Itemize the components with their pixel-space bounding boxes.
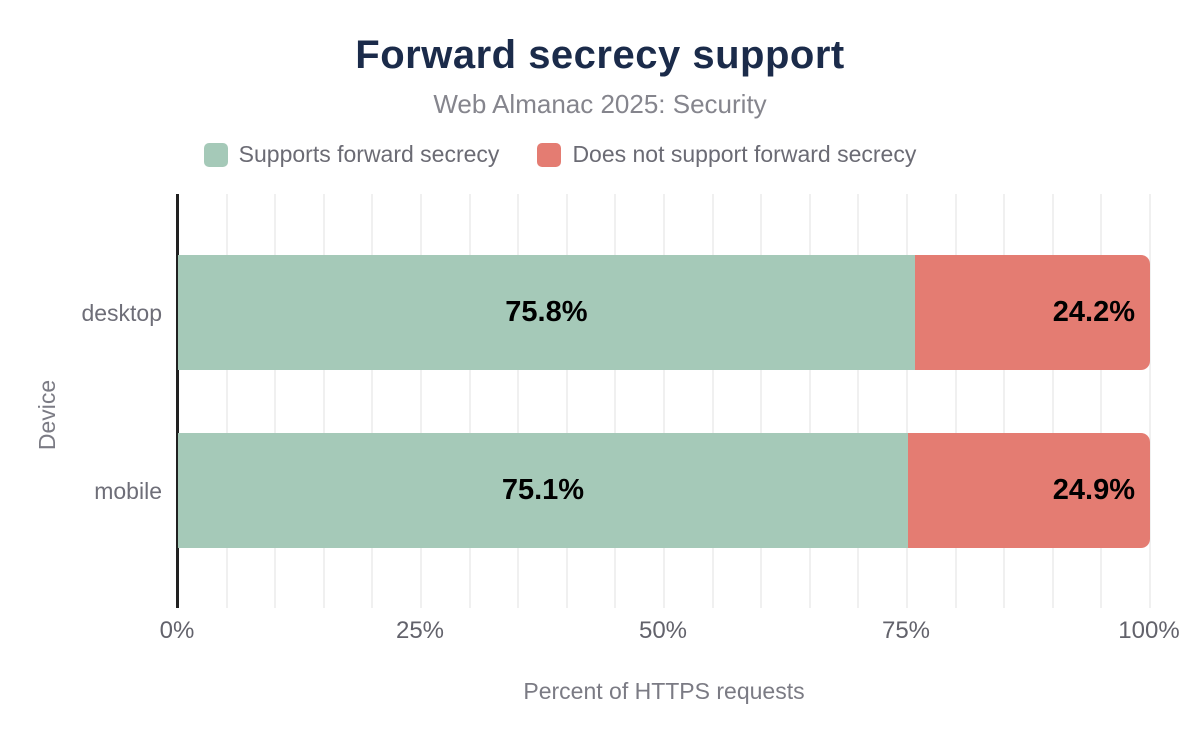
legend-label: Does not support forward secrecy [572,141,917,167]
gridline [954,194,957,608]
bar-segment-supports-desktop[interactable]: 75.8% [178,255,915,370]
gridline [1149,194,1151,608]
category-label-desktop: desktop [81,299,162,326]
x-tick-label-100: 100% [1118,617,1180,644]
bar-value-label: 75.8% [505,296,588,328]
gridline [322,194,325,608]
legend-item-supports[interactable]: Supports forward secrecy [203,141,500,168]
x-tick-label-50: 50% [638,617,688,644]
gridline [906,194,908,608]
bar-segment-not-supports-desktop[interactable]: 24.2% [914,255,1150,370]
legend: Supports forward secrecy Does not support… [0,141,1160,168]
bar-row-mobile: 75.1% 24.9% [178,433,1150,548]
gridline [1003,194,1006,608]
y-axis-line [176,194,179,608]
legend-swatch-supports [203,142,228,167]
gridline [857,194,860,608]
bar-value-label: 24.9% [1052,474,1135,506]
x-tick-label-75: 75% [881,617,931,644]
gridline [808,194,811,608]
legend-label: Supports forward secrecy [238,141,500,167]
gridline [1051,194,1054,608]
gridline [371,194,374,608]
bar-segment-not-supports-mobile[interactable]: 24.9% [907,433,1150,548]
gridline [274,194,277,608]
plot-area: 75.8% 24.2% 75.1% 24.9% [178,194,1151,608]
chart-title: Forward secrecy support [355,33,845,77]
bar-value-label: 75.1% [501,474,585,506]
legend-swatch-not-supports [537,142,562,167]
gridline [1100,194,1103,608]
gridline [565,194,568,608]
gridline [614,194,617,608]
x-tick-label-0: 0% [159,617,195,644]
x-axis-title: Percent of HTTPS requests [523,678,805,704]
gridline [517,194,520,608]
legend-item-not-supports[interactable]: Does not support forward secrecy [537,141,916,168]
gridline [760,194,763,608]
category-label-mobile: mobile [94,477,162,504]
bar-segment-supports-mobile[interactable]: 75.1% [178,433,908,548]
bar-row-desktop: 75.8% 24.2% [178,255,1150,370]
gridline [663,194,665,608]
gridline [711,194,714,608]
bar-value-label: 24.2% [1052,296,1135,328]
gridline [468,194,471,608]
x-tick-label-25: 25% [395,617,445,644]
chart-subtitle: Web Almanac 2025: Security [433,89,767,119]
gridline [225,194,228,608]
gridline [420,194,422,608]
